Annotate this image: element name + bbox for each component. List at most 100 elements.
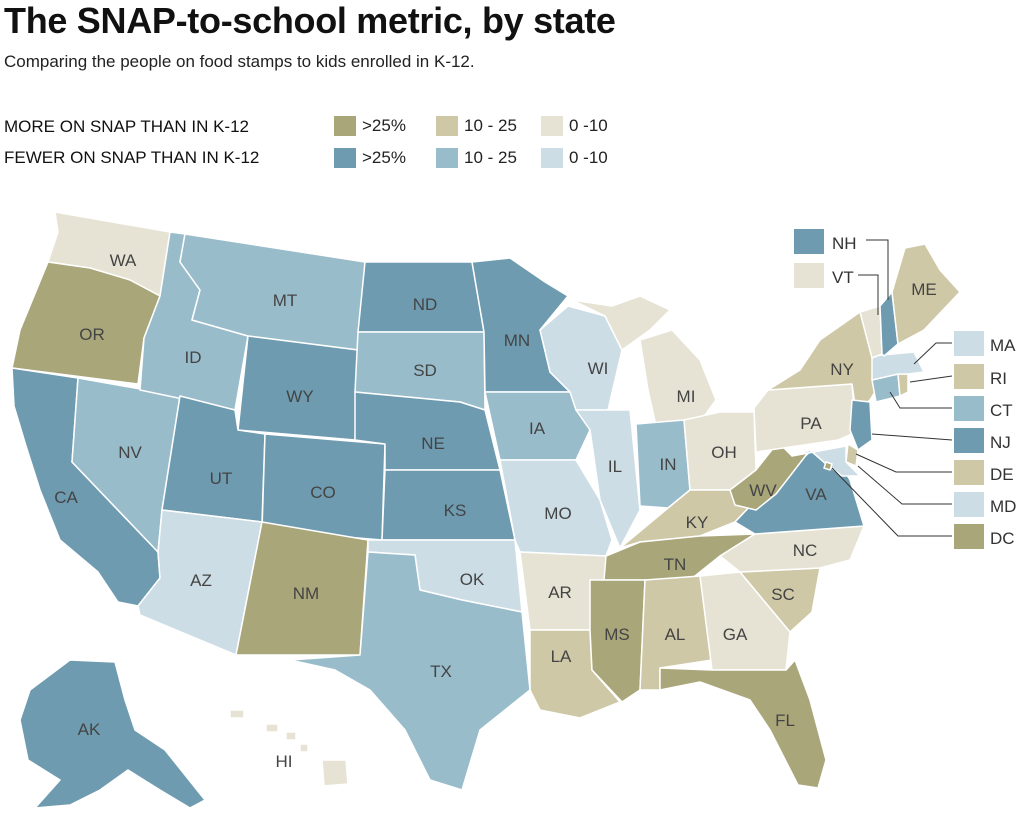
callout-label-dc: DC <box>990 529 1015 548</box>
callouts: NH VT MA RI CT NJ DE MD DC <box>794 229 1016 549</box>
legend-more-10-25: 10 - 25 <box>436 115 517 137</box>
label-sd: SD <box>413 361 437 380</box>
legend-swatch <box>334 116 356 136</box>
label-ak: AK <box>78 720 101 739</box>
callout-label-ct: CT <box>990 401 1013 420</box>
state-nj[interactable] <box>849 399 873 451</box>
state-ga[interactable] <box>699 571 791 671</box>
label-co: CO <box>310 483 336 502</box>
callout-box-de <box>954 460 984 485</box>
legend-bin-label: 0 -10 <box>569 116 608 135</box>
label-ms: MS <box>604 625 630 644</box>
callout-label-nh: NH <box>832 234 857 253</box>
legend-bin-label: >25% <box>362 116 406 135</box>
label-wi: WI <box>588 359 609 378</box>
state-ri[interactable] <box>897 373 909 397</box>
callout-box-dc <box>954 524 984 549</box>
label-in: IN <box>660 455 677 474</box>
label-wa: WA <box>110 251 137 270</box>
label-al: AL <box>665 625 686 644</box>
map-subtitle: Comparing the people on food stamps to k… <box>4 52 475 71</box>
leader-md <box>857 465 952 505</box>
leader-vt <box>858 274 879 315</box>
label-ga: GA <box>723 625 748 644</box>
callout-label-vt: VT <box>832 268 854 287</box>
label-ny: NY <box>830 360 854 379</box>
label-ky: KY <box>686 513 709 532</box>
label-wy: WY <box>286 387 313 406</box>
legend-swatch <box>541 116 563 136</box>
label-mi: MI <box>677 387 696 406</box>
state-hi[interactable] <box>229 709 349 787</box>
label-nd: ND <box>413 295 438 314</box>
leader-nj <box>871 433 953 441</box>
label-or: OR <box>79 325 105 344</box>
label-wv: WV <box>749 481 777 500</box>
label-tx: TX <box>430 662 452 681</box>
legend-fewer-label: FEWER ON SNAP THAN IN K-12 <box>4 148 260 167</box>
label-ar: AR <box>548 583 572 602</box>
state-dc[interactable] <box>823 461 833 471</box>
label-nc: NC <box>793 541 818 560</box>
label-az: AZ <box>190 571 212 590</box>
leader-ct <box>889 391 952 409</box>
callout-box-ct <box>954 396 984 421</box>
leader-dc <box>831 467 952 537</box>
label-il: IL <box>608 457 622 476</box>
legend-fewer-gt25: >25% <box>334 147 406 169</box>
label-mn: MN <box>504 331 530 350</box>
state-ia[interactable] <box>484 391 591 461</box>
label-nm: NM <box>293 584 319 603</box>
leader-de <box>855 453 952 473</box>
state-md[interactable] <box>791 445 861 477</box>
label-ca: CA <box>54 488 78 507</box>
label-la: LA <box>551 647 572 666</box>
callout-box-vt <box>794 263 824 288</box>
label-hi: HI <box>276 752 293 771</box>
label-ok: OK <box>460 570 485 589</box>
callout-box-nh <box>794 229 824 254</box>
legend-fewer-10-25: 10 - 25 <box>436 147 517 169</box>
callout-box-md <box>954 492 984 517</box>
callout-label-md: MD <box>990 497 1016 516</box>
label-ut: UT <box>210 469 233 488</box>
state-fl[interactable] <box>659 659 827 789</box>
legend-more-label: MORE ON SNAP THAN IN K-12 <box>4 117 249 136</box>
state-ak[interactable] <box>19 659 206 809</box>
state-ma[interactable] <box>871 351 925 381</box>
state-mo[interactable] <box>499 459 613 557</box>
label-mo: MO <box>544 504 571 523</box>
callout-box-nj <box>954 428 984 453</box>
callout-label-ma: MA <box>990 336 1016 355</box>
label-ne: NE <box>421 434 445 453</box>
map-title: The SNAP-to-school metric, by state <box>4 0 616 41</box>
leader-nh <box>866 239 889 300</box>
legend-bin-label: 10 - 25 <box>464 116 517 135</box>
legend-bin-label: 10 - 25 <box>464 148 517 167</box>
label-ia: IA <box>529 419 546 438</box>
state-me[interactable] <box>891 243 961 345</box>
callout-label-ri: RI <box>990 369 1007 388</box>
label-mt: MT <box>273 291 298 310</box>
legend-swatch <box>334 148 356 168</box>
leader-ri <box>909 375 953 383</box>
legend-bin-label: 0 -10 <box>569 148 608 167</box>
state-wv[interactable] <box>729 441 811 511</box>
state-tx[interactable] <box>289 551 531 791</box>
callout-box-ma <box>954 331 984 356</box>
label-tn: TN <box>664 555 687 574</box>
label-va: VA <box>805 485 827 504</box>
legend-swatch <box>541 148 563 168</box>
legend-more-0-10: 0 -10 <box>541 115 608 137</box>
label-id: ID <box>185 348 202 367</box>
label-pa: PA <box>800 414 822 433</box>
callout-label-de: DE <box>990 465 1014 484</box>
legend-swatch <box>436 148 458 168</box>
state-mi[interactable] <box>571 295 717 427</box>
leader-ma <box>913 342 952 365</box>
callout-box-ri <box>954 364 984 389</box>
legend-fewer-0-10: 0 -10 <box>541 147 608 169</box>
label-fl: FL <box>775 711 795 730</box>
legend-bin-label: >25% <box>362 148 406 167</box>
